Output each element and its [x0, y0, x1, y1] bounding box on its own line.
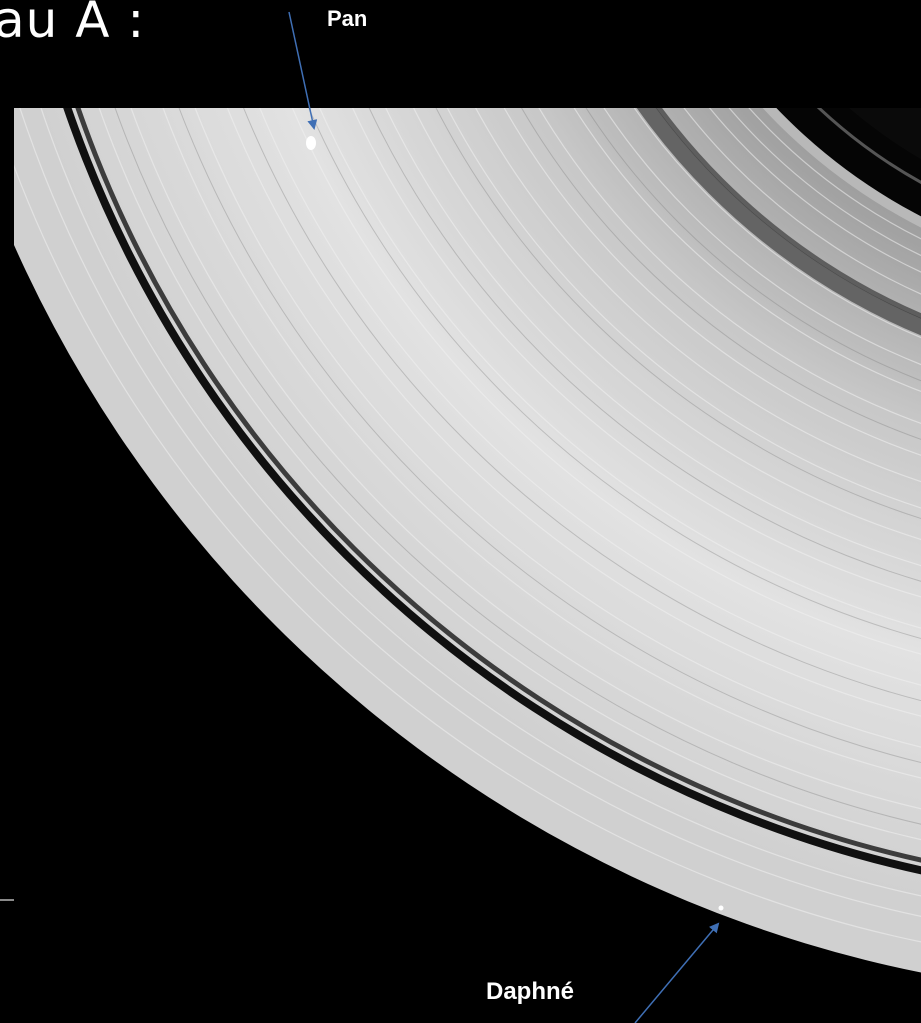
- ring-body: [14, 108, 921, 973]
- slide-title: au A :: [0, 0, 146, 49]
- slide-rule: [0, 899, 14, 901]
- pan-label: Pan: [327, 6, 368, 31]
- daphnis-moon: [718, 905, 724, 911]
- daphnis-label: Daphné: [486, 978, 575, 1005]
- ring-photograph: [14, 108, 921, 1023]
- pan-moon: [306, 136, 316, 150]
